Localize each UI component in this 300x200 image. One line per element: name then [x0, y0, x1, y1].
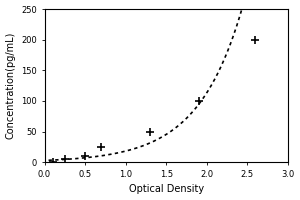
Y-axis label: Concentration(pg/mL): Concentration(pg/mL)	[6, 32, 16, 139]
X-axis label: Optical Density: Optical Density	[129, 184, 204, 194]
